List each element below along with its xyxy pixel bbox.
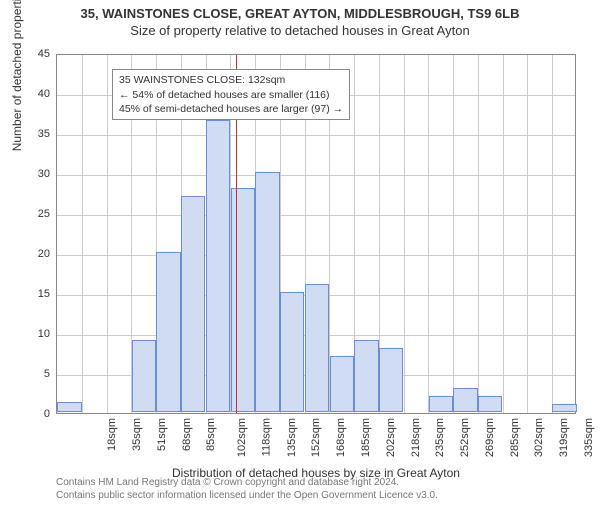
histogram-bar: [231, 188, 255, 412]
grid-line-vertical: [478, 55, 479, 413]
histogram-bar: [478, 396, 502, 412]
histogram-bar: [453, 388, 477, 412]
histogram-bar: [206, 120, 230, 412]
x-tick-label: 18sqm: [106, 418, 118, 451]
x-tick-label: 102sqm: [236, 418, 248, 457]
y-tick-label: 5: [22, 368, 50, 380]
x-tick-label: 235sqm: [434, 418, 446, 457]
grid-line-horizontal: [57, 135, 575, 136]
y-tick-label: 10: [22, 328, 50, 340]
histogram-bar: [330, 356, 354, 412]
grid-line-vertical: [82, 55, 83, 413]
footer-line-2: Contains public sector information licen…: [56, 489, 438, 502]
x-tick-label: 335sqm: [583, 418, 595, 457]
x-tick-label: 185sqm: [360, 418, 372, 457]
x-tick-label: 85sqm: [205, 418, 217, 451]
histogram-bar: [429, 396, 453, 412]
chart-container: Number of detached properties Distributi…: [56, 54, 576, 414]
grid-line-horizontal: [57, 215, 575, 216]
grid-line-horizontal: [57, 255, 575, 256]
annotation-line-2: ← 54% of detached houses are smaller (11…: [119, 88, 343, 102]
histogram-bar: [280, 292, 304, 412]
histogram-bar: [305, 284, 329, 412]
x-tick-label: 202sqm: [385, 418, 397, 457]
x-tick-label: 285sqm: [509, 418, 521, 457]
x-tick-label: 51sqm: [156, 418, 168, 451]
grid-line-vertical: [107, 55, 108, 413]
annotation-line-3: 45% of semi-detached houses are larger (…: [119, 102, 343, 116]
histogram-bar: [379, 348, 403, 412]
y-tick-label: 45: [22, 48, 50, 60]
histogram-bar: [255, 172, 279, 412]
y-tick-label: 30: [22, 168, 50, 180]
x-tick-label: 35sqm: [131, 418, 143, 451]
grid-line-vertical: [404, 55, 405, 413]
histogram-bar: [354, 340, 378, 412]
x-tick-label: 168sqm: [335, 418, 347, 457]
y-tick-label: 0: [22, 408, 50, 420]
grid-line-vertical: [428, 55, 429, 413]
x-tick-label: 68sqm: [181, 418, 193, 451]
histogram-bar: [132, 340, 156, 412]
x-tick-label: 252sqm: [459, 418, 471, 457]
x-tick-label: 152sqm: [311, 418, 323, 457]
y-tick-label: 25: [22, 208, 50, 220]
chart-title-main: 35, WAINSTONES CLOSE, GREAT AYTON, MIDDL…: [0, 6, 600, 21]
footer-line-1: Contains HM Land Registry data © Crown c…: [56, 476, 438, 489]
x-tick-label: 118sqm: [260, 418, 272, 456]
grid-line-horizontal: [57, 175, 575, 176]
histogram-bar: [156, 252, 180, 412]
x-tick-label: 135sqm: [286, 418, 298, 457]
footer-attribution: Contains HM Land Registry data © Crown c…: [56, 476, 438, 502]
grid-line-vertical: [552, 55, 553, 413]
x-tick-label: 218sqm: [410, 418, 422, 457]
y-tick-label: 40: [22, 88, 50, 100]
chart-title-sub: Size of property relative to detached ho…: [0, 23, 600, 38]
y-tick-label: 15: [22, 288, 50, 300]
plot-area: 35 WAINSTONES CLOSE: 132sqm ← 54% of det…: [56, 54, 576, 414]
histogram-bar: [181, 196, 205, 412]
grid-line-vertical: [453, 55, 454, 413]
histogram-bar: [552, 404, 576, 412]
x-tick-label: 269sqm: [484, 418, 496, 457]
annotation-box: 35 WAINSTONES CLOSE: 132sqm ← 54% of det…: [112, 69, 350, 120]
annotation-line-1: 35 WAINSTONES CLOSE: 132sqm: [119, 73, 343, 87]
y-tick-label: 20: [22, 248, 50, 260]
x-tick-label: 302sqm: [533, 418, 545, 457]
grid-line-vertical: [503, 55, 504, 413]
histogram-bar: [57, 402, 81, 412]
grid-line-vertical: [527, 55, 528, 413]
x-tick-label: 319sqm: [558, 418, 570, 457]
y-tick-label: 35: [22, 128, 50, 140]
